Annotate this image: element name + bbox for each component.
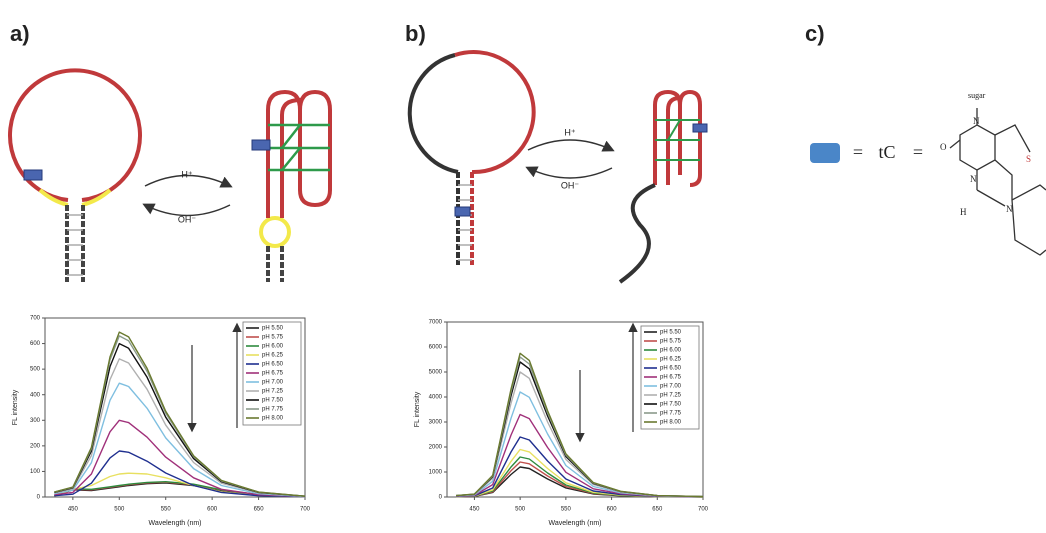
legend-label: pH 6.00 <box>660 348 682 354</box>
y-tick-label: 5000 <box>429 370 443 376</box>
x-tick-label: 600 <box>607 507 618 513</box>
spectrum-line <box>456 436 704 498</box>
legend-label: pH 5.50 <box>262 326 284 332</box>
y-tick-label: 6000 <box>429 345 443 351</box>
atom: H <box>960 207 967 217</box>
legend-label: pH 5.75 <box>262 335 284 341</box>
legend-label: pH 7.75 <box>660 411 682 417</box>
y-tick-label: 0 <box>37 495 41 501</box>
legend-label: pH 5.75 <box>660 339 682 345</box>
x-axis-label: Wavelength (nm) <box>548 520 601 527</box>
legend-label: pH 7.25 <box>262 389 284 395</box>
spectrum-line <box>54 382 306 498</box>
tc-name: tC <box>878 142 895 162</box>
y-tick-label: 2000 <box>429 445 443 451</box>
legend-label: pH 7.50 <box>262 398 284 404</box>
reaction-label: H⁺ <box>181 169 192 179</box>
spectrum-line <box>54 419 306 498</box>
x-tick-label: 650 <box>254 507 265 513</box>
x-tick-label: 550 <box>561 507 572 513</box>
y-tick-label: 3000 <box>429 420 443 426</box>
atom: S <box>1026 154 1031 164</box>
x-tick-label: 450 <box>469 507 480 513</box>
y-tick-label: 400 <box>30 392 41 398</box>
legend-label: pH 6.25 <box>660 357 682 363</box>
atom: O <box>940 142 947 152</box>
spectrum-line <box>54 358 306 497</box>
legend-label: pH 7.50 <box>660 402 682 408</box>
legend-label: pH 6.00 <box>262 344 284 350</box>
x-tick-label: 700 <box>698 507 709 513</box>
y-tick-label: 4000 <box>429 395 443 401</box>
y-tick-label: 0 <box>439 495 443 501</box>
atom: N <box>970 174 977 184</box>
legend-label: pH 7.00 <box>262 380 284 386</box>
x-tick-label: 600 <box>207 507 218 513</box>
x-tick-label: 450 <box>68 507 79 513</box>
atom: sugar <box>968 91 986 100</box>
y-tick-label: 1000 <box>429 470 443 476</box>
legend-label: pH 7.25 <box>660 393 682 399</box>
x-tick-label: 500 <box>515 507 526 513</box>
legend-label: pH 6.75 <box>262 371 284 377</box>
equals: = <box>853 142 863 162</box>
diagram-a <box>8 68 332 282</box>
structure <box>949 108 1046 256</box>
spectrum-line <box>456 352 704 498</box>
spectrum-line <box>54 331 306 497</box>
legend-label: pH 6.25 <box>262 353 284 359</box>
panel-label: a) <box>10 21 30 46</box>
trend-arrows <box>187 322 638 443</box>
x-tick-label: 550 <box>161 507 172 513</box>
reaction-label: H⁺ <box>564 127 575 137</box>
atom: N <box>973 116 980 126</box>
spectrum-line <box>456 413 704 498</box>
y-axis-label: FL intensity <box>414 391 421 427</box>
y-tick-label: 500 <box>30 367 41 373</box>
spectrum-line <box>54 450 306 498</box>
legend-label: pH 6.50 <box>660 366 682 372</box>
reaction-label: OH⁻ <box>178 214 197 224</box>
y-tick-label: 200 <box>30 443 41 449</box>
legend-label: pH 5.50 <box>660 330 682 336</box>
legend-label: pH 7.75 <box>262 407 284 413</box>
legend-label: pH 6.75 <box>660 375 682 381</box>
y-tick-label: 300 <box>30 418 41 424</box>
y-axis-label: FL intensity <box>12 389 19 425</box>
y-tick-label: 7000 <box>429 320 443 326</box>
legend-label: pH 8.00 <box>262 416 284 422</box>
equals: = <box>913 142 923 162</box>
legend-label: pH 6.50 <box>262 362 284 368</box>
y-tick-label: 700 <box>30 316 41 322</box>
x-tick-label: 700 <box>300 507 311 513</box>
atom: N <box>1006 204 1013 214</box>
panel-label: c) <box>805 21 825 46</box>
plot-frame <box>44 317 306 498</box>
tc-symbol <box>810 143 840 163</box>
x-tick-label: 650 <box>652 507 663 513</box>
plot-frame <box>446 321 704 498</box>
y-tick-label: 600 <box>30 341 41 347</box>
x-axis-label: Wavelength (nm) <box>148 520 201 527</box>
panel-label: b) <box>405 21 426 46</box>
x-tick-label: 500 <box>114 507 125 513</box>
legend-label: pH 7.00 <box>660 384 682 390</box>
reaction-label: OH⁻ <box>561 180 580 190</box>
diagram-b <box>407 50 708 284</box>
y-tick-label: 100 <box>30 469 41 475</box>
legend-label: pH 8.00 <box>660 420 682 426</box>
